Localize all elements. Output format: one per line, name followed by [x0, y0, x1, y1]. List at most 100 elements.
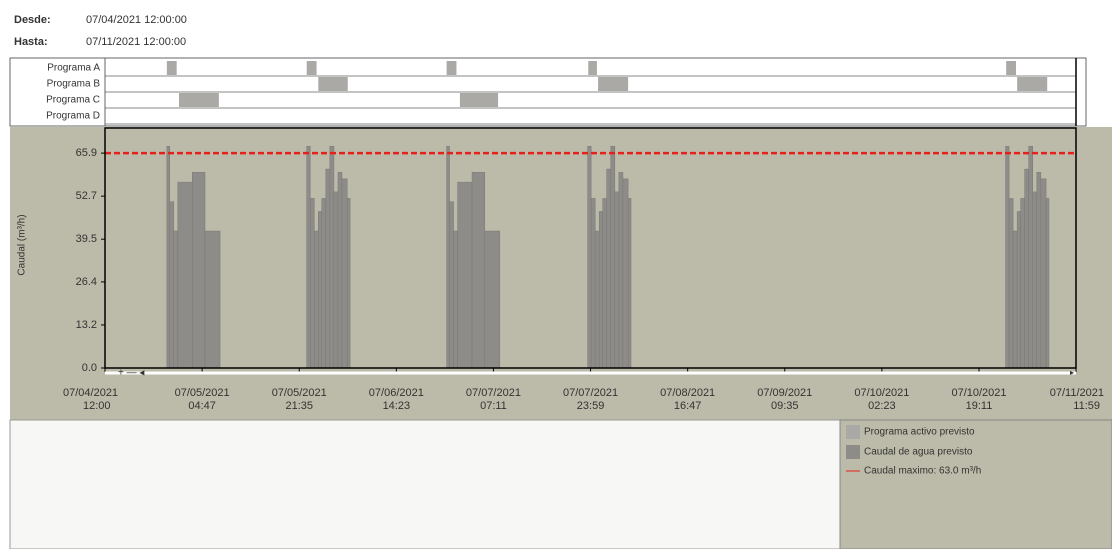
bar: [192, 172, 206, 369]
bottom-panel: [9, 419, 841, 550]
from-label: Desde:: [14, 14, 51, 26]
legend-swatch: [846, 445, 860, 459]
from-value: 07/04/2021 12:00:00: [86, 14, 187, 26]
legend-label: Caudal de agua previsto: [864, 447, 973, 458]
bar: [177, 181, 193, 369]
bar: [1040, 178, 1047, 369]
bar: [166, 146, 170, 369]
bar: [1028, 146, 1034, 369]
legend-swatch: [846, 425, 860, 439]
y-tick-label: 26.4: [76, 276, 97, 288]
program-block: [178, 93, 219, 107]
x-tick-label: 07/10/2021: [854, 387, 909, 399]
plot-frame: [104, 127, 1077, 369]
bar: [598, 211, 603, 369]
bar: [333, 191, 339, 369]
bar: [1016, 211, 1021, 369]
bar: [318, 211, 323, 369]
x-tick-sublabel: 02:23: [868, 400, 896, 412]
bar: [1036, 172, 1042, 369]
program-name: Programa D: [46, 111, 100, 122]
bar: [1020, 198, 1025, 369]
bar: [1012, 230, 1018, 369]
bar: [325, 168, 331, 369]
bar: [169, 201, 175, 369]
legend-label: Programa activo previsto: [864, 427, 975, 438]
bar: [449, 201, 454, 369]
legend-label: Caudal maximo: 63.0 m³/h: [864, 466, 981, 477]
legend-panel: [839, 419, 1112, 550]
x-tick-sublabel: 04:47: [188, 400, 216, 412]
bar: [173, 230, 179, 369]
y-tick-label: 13.2: [76, 319, 97, 331]
bar: [1045, 198, 1050, 369]
y-tick-label: 52.7: [76, 190, 97, 202]
x-tick-sublabel: 16:47: [674, 400, 702, 412]
x-tick-sublabel: 07:11: [480, 400, 507, 412]
x-tick-label: 07/11/2021: [1050, 387, 1104, 399]
bar: [587, 146, 592, 369]
x-tick-label: 07/09/2021: [757, 387, 812, 399]
bar: [627, 198, 632, 369]
x-tick-label: 07/04/2021: [63, 387, 118, 399]
x-tick-label: 07/07/2021: [563, 387, 618, 399]
bar: [337, 172, 343, 369]
y-tick-label: 39.5: [76, 233, 97, 245]
program-name: Programa C: [46, 95, 100, 106]
bar: [614, 191, 620, 369]
bar: [594, 230, 600, 369]
program-block: [306, 61, 317, 75]
y-tick-label: 0.0: [82, 362, 97, 374]
to-value: 07/11/2021 12:00:00: [86, 36, 186, 48]
bar: [329, 146, 335, 369]
bar: [602, 198, 607, 369]
x-tick-label: 07/06/2021: [369, 387, 424, 399]
x-tick-label: 07/05/2021: [272, 387, 327, 399]
bar: [622, 178, 629, 369]
bar: [471, 172, 486, 369]
x-tick-sublabel: 21:35: [285, 400, 313, 412]
x-tick-label: 07/08/2021: [660, 387, 715, 399]
x-tick-sublabel: 12:00: [83, 400, 111, 412]
y-axis-label: Caudal (m³/h): [17, 214, 28, 275]
scroll-right[interactable]: ▸: [1070, 368, 1074, 377]
to-label: Hasta:: [14, 36, 48, 48]
bar: [1008, 198, 1014, 369]
program-block: [166, 61, 177, 75]
bar: [314, 230, 319, 369]
bar: [309, 198, 315, 369]
program-block: [1006, 61, 1016, 75]
x-tick-sublabel: 11:59: [1073, 400, 1100, 412]
program-block: [1017, 77, 1048, 91]
x-tick-sublabel: 23:59: [577, 400, 605, 412]
bar: [457, 181, 473, 369]
bar: [306, 146, 311, 369]
bar: [446, 146, 450, 369]
bar: [341, 178, 348, 369]
bar: [590, 198, 596, 369]
program-name: Programa B: [47, 79, 101, 90]
y-tick-label: 65.9: [76, 147, 97, 159]
bar: [618, 172, 624, 369]
bar: [346, 198, 351, 369]
program-block: [446, 61, 457, 75]
x-tick-label: 07/10/2021: [951, 387, 1006, 399]
bar: [1032, 191, 1038, 369]
bar: [321, 198, 327, 369]
x-tick-label: 07/05/2021: [175, 387, 230, 399]
program-block: [459, 93, 499, 107]
program-block: [318, 77, 348, 91]
program-block: [588, 61, 597, 75]
x-tick-sublabel: 09:35: [771, 400, 799, 412]
bar: [484, 230, 501, 369]
program-name: Programa A: [47, 63, 100, 74]
bar: [453, 230, 458, 369]
bar: [204, 230, 221, 369]
bar: [1005, 146, 1010, 369]
bar: [1024, 168, 1029, 369]
x-tick-sublabel: 19:11: [966, 400, 993, 412]
bar: [606, 168, 612, 369]
zoom-controls[interactable]: + — ◂: [118, 368, 144, 379]
bar: [610, 146, 616, 369]
